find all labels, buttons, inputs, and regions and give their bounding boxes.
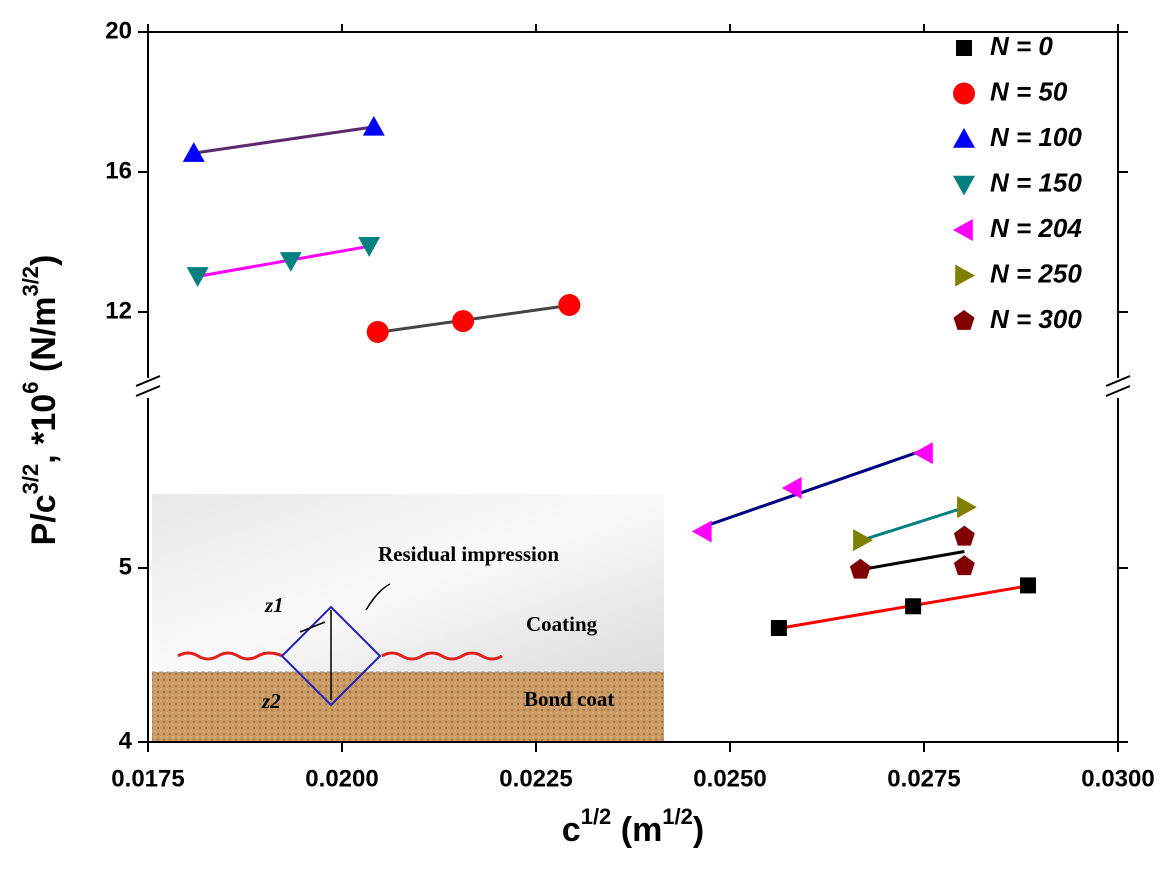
y-axis-label-part: (N/m <box>25 297 63 382</box>
x-axis-label-part: 1/2 <box>662 804 693 829</box>
y-axis-label-part: , *10 <box>25 394 63 464</box>
legend-label: N = 0 <box>990 31 1053 61</box>
y-axis-label-part: ) <box>25 255 63 266</box>
y-tick-label: 4 <box>119 727 133 754</box>
fit-line <box>197 244 370 278</box>
fit-line <box>193 125 375 155</box>
point <box>186 267 209 287</box>
legend-label: N = 150 <box>990 167 1082 197</box>
inset-label: Coating <box>526 612 598 636</box>
inset-bondcoat <box>152 672 664 742</box>
point <box>452 310 475 333</box>
x-axis-label-part: 1/2 <box>581 804 612 829</box>
legend-marker <box>953 310 975 330</box>
x-tick-label: 0.0250 <box>693 765 766 792</box>
y-tick-label: 20 <box>105 17 132 44</box>
x-axis-label-part: (m <box>611 811 662 849</box>
point <box>1019 577 1036 594</box>
point <box>849 558 871 579</box>
inset-label: z1 <box>264 593 284 617</box>
point <box>558 294 581 316</box>
legend-label: N = 100 <box>990 122 1082 152</box>
point <box>957 496 977 519</box>
point <box>279 252 302 272</box>
point <box>913 442 933 465</box>
inset-label: Residual impression <box>378 542 559 566</box>
legend-label: N = 300 <box>990 304 1082 334</box>
point <box>781 476 802 499</box>
legend-marker <box>953 175 975 196</box>
x-tick-label: 0.0300 <box>1081 765 1154 792</box>
inset-label: Bond coat <box>524 687 614 711</box>
legend-label: N = 250 <box>990 258 1082 288</box>
point <box>362 115 385 136</box>
y-tick-label: 12 <box>105 297 132 324</box>
x-tick-label: 0.0275 <box>887 765 960 792</box>
legend-marker <box>953 128 975 148</box>
inset: Residual impression Coating Bond coat z1… <box>152 494 664 742</box>
fit-line <box>702 448 925 529</box>
axis-break <box>135 375 1131 397</box>
inset-label: z2 <box>261 689 281 713</box>
axis-frame <box>147 31 1119 743</box>
y-tick-label: 5 <box>119 553 132 580</box>
fit-line <box>860 549 965 572</box>
x-tick-label: 0.0175 <box>111 765 184 792</box>
inset-indent <box>280 605 382 707</box>
point <box>953 555 975 576</box>
x-tick-label: 0.0225 <box>499 765 572 792</box>
legend-label: N = 204 <box>990 213 1082 243</box>
point <box>366 320 389 343</box>
legend-label: N = 50 <box>990 76 1068 106</box>
point <box>953 525 975 546</box>
x-tick-label: 0.0200 <box>305 765 378 792</box>
point <box>358 237 381 257</box>
inset-surface <box>177 651 503 661</box>
point <box>182 142 205 162</box>
y-axis-label-part: 3/2 <box>18 464 43 495</box>
legend-marker <box>953 219 973 241</box>
fit-line <box>861 505 967 542</box>
y-axis-label: P/c3/2, *106 (N/m3/2) <box>18 255 63 546</box>
y-axis-label-part: 6 <box>18 382 43 394</box>
legend-marker <box>953 82 975 105</box>
point <box>905 598 922 615</box>
y-tick-label: 16 <box>105 157 132 184</box>
y-axis-label-part: P/c <box>25 494 63 545</box>
axes <box>135 31 1131 743</box>
x-axis-label-part: ) <box>693 811 704 849</box>
inset-arrows <box>299 583 391 633</box>
legend-marker <box>955 264 975 287</box>
point <box>691 520 712 543</box>
point <box>853 529 873 552</box>
inset-coating <box>152 494 664 672</box>
x-axis-label-part: c <box>562 811 581 849</box>
y-axis-label-part: 3/2 <box>18 266 43 297</box>
legend-marker <box>956 40 972 56</box>
fit-line <box>778 584 1029 630</box>
point <box>770 620 787 637</box>
x-axis-label: c1/2 (m1/2) <box>562 804 704 849</box>
